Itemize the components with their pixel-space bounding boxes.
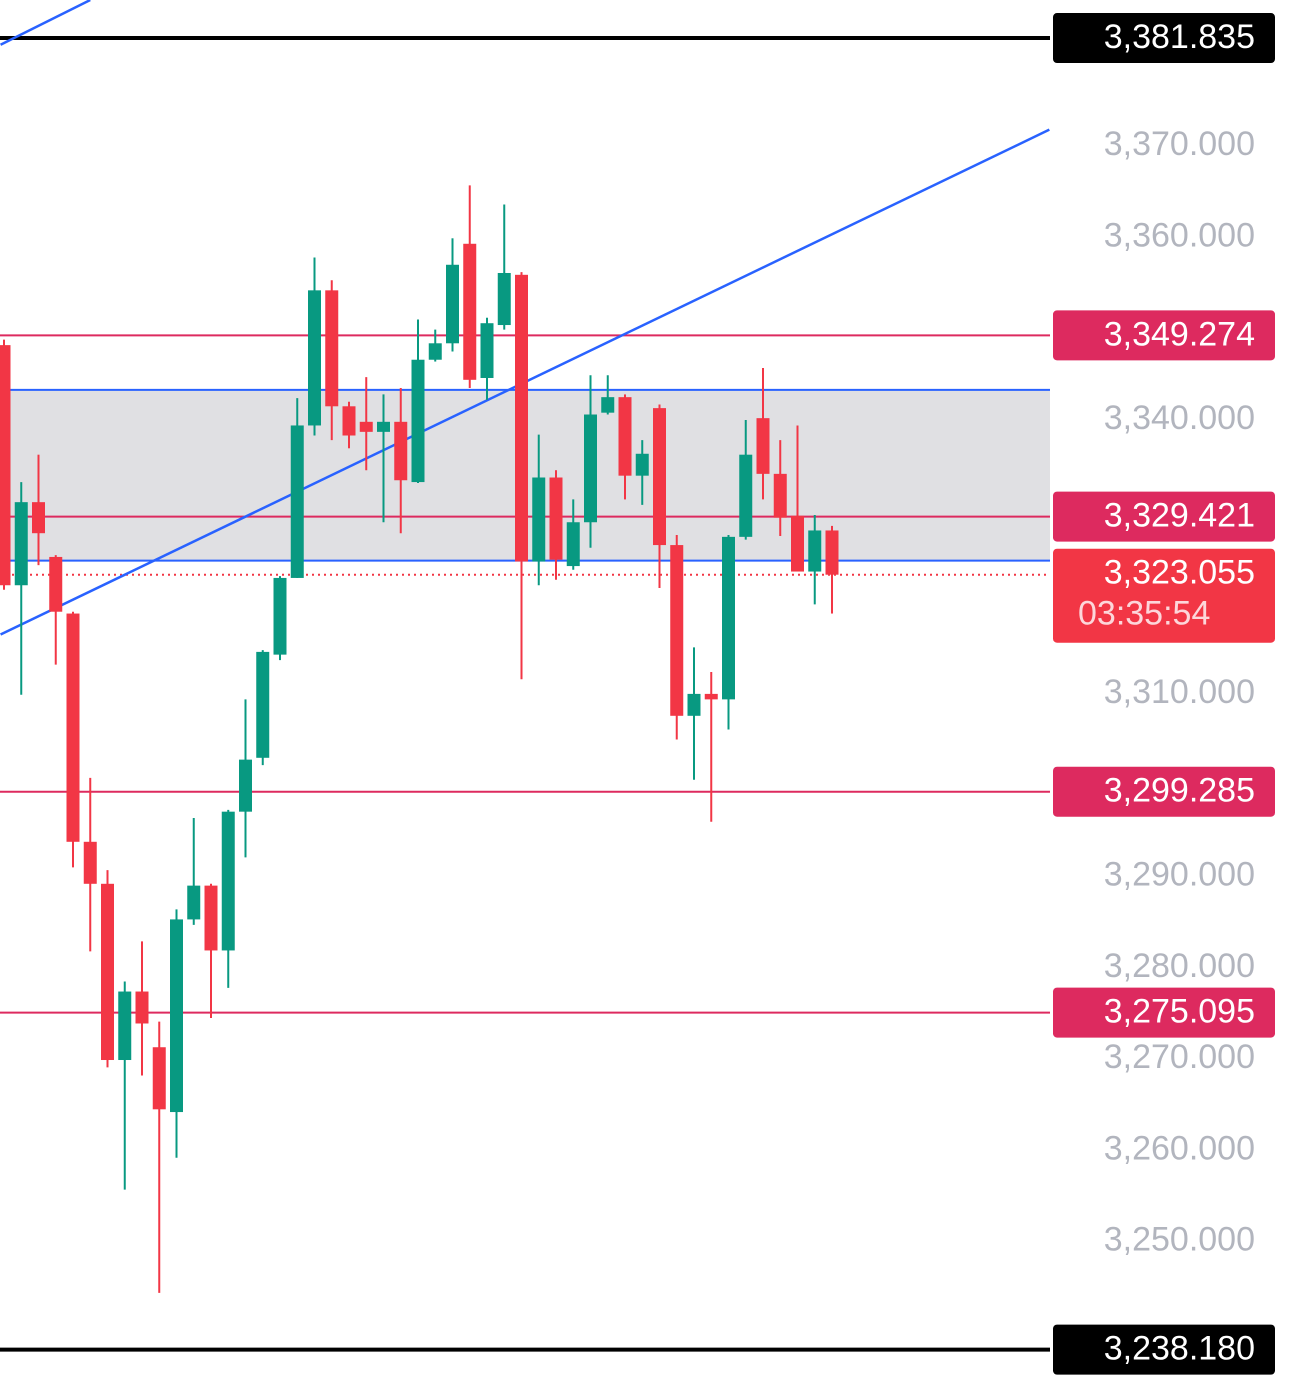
candle-body	[739, 454, 753, 537]
level-label: 3,238.180	[1104, 1330, 1255, 1368]
y-tick-label: 3,360.000	[1104, 216, 1255, 254]
candle-body	[584, 414, 597, 523]
candle-body	[290, 425, 304, 578]
candle-body	[446, 264, 459, 344]
candle-body	[532, 477, 546, 562]
candle-body	[32, 502, 45, 534]
candle-body	[204, 885, 218, 951]
candle-body	[497, 272, 511, 326]
candle-body	[480, 323, 494, 378]
level-label: 3,349.274	[1104, 315, 1255, 353]
y-tick-label: 3,340.000	[1104, 399, 1255, 437]
level-label-box	[1053, 987, 1275, 1038]
candle-body	[566, 522, 580, 567]
y-tick-label: 3,310.000	[1104, 673, 1255, 711]
candle-body	[635, 453, 649, 476]
candle-body	[670, 545, 684, 716]
candle-body	[170, 919, 183, 1113]
candle-body	[239, 759, 252, 812]
level-label-box	[1053, 766, 1275, 817]
price-axis: 3,370.000 3,360.000 3,340.000 3,310.000 3,29…	[1053, 13, 1275, 1375]
level-label: 3,299.285	[1104, 772, 1255, 810]
candle-body	[394, 421, 408, 481]
y-tick-label: 3,290.000	[1104, 855, 1255, 893]
level-label-box	[1053, 310, 1275, 361]
candle-body	[342, 406, 356, 436]
candle-body	[359, 421, 373, 432]
y-tick-label: 3,250.000	[1104, 1221, 1255, 1259]
candle-body	[325, 290, 339, 407]
level-label: 3,381.835	[1104, 18, 1255, 56]
candle-body	[808, 530, 822, 572]
candle-body	[152, 1047, 166, 1110]
candle-body	[135, 991, 149, 1024]
y-tick-label: 3,370.000	[1104, 125, 1255, 163]
candle-body	[14, 502, 28, 586]
level-label-box	[1053, 13, 1275, 64]
level-label-box	[1053, 491, 1275, 542]
candle-body	[791, 515, 804, 572]
candle-body	[428, 343, 442, 360]
candle-body	[704, 693, 718, 700]
candle-body	[618, 397, 632, 476]
plot-area	[0, 0, 1050, 1352]
candle-body	[256, 651, 270, 758]
candle-body	[549, 477, 563, 560]
candle-body	[101, 883, 114, 1061]
level-label-box	[1053, 1324, 1275, 1375]
candle-body	[756, 418, 770, 474]
countdown: 03:35:54	[1078, 595, 1210, 633]
candle-body	[0, 345, 11, 586]
level-label: 3,275.095	[1104, 993, 1255, 1031]
candle-body	[601, 397, 615, 413]
candle-body	[653, 408, 666, 546]
candle-body	[411, 359, 425, 483]
candle-body	[221, 811, 235, 951]
last-price-box	[1053, 548, 1275, 643]
candle-body	[463, 243, 477, 380]
candle-body	[687, 693, 701, 716]
candle-body	[273, 577, 287, 655]
candle-body	[825, 530, 839, 575]
y-tick-label: 3,270.000	[1104, 1038, 1255, 1076]
y-tick-label: 3,260.000	[1104, 1129, 1255, 1167]
y-tick-label: 3,280.000	[1104, 947, 1255, 985]
candle-body	[377, 421, 390, 432]
last-price-label: 3,323.055	[1104, 554, 1255, 592]
candle-body	[83, 841, 97, 884]
level-label: 3,329.421	[1104, 497, 1255, 535]
candle-body	[722, 536, 735, 700]
candle-body	[66, 613, 80, 842]
trendline	[0, 0, 91, 46]
candle-body	[515, 274, 528, 562]
candle-body	[308, 290, 321, 426]
candle-body	[187, 885, 201, 920]
candle-body	[118, 991, 132, 1061]
candle-body	[49, 556, 63, 612]
candle-body	[773, 473, 787, 518]
